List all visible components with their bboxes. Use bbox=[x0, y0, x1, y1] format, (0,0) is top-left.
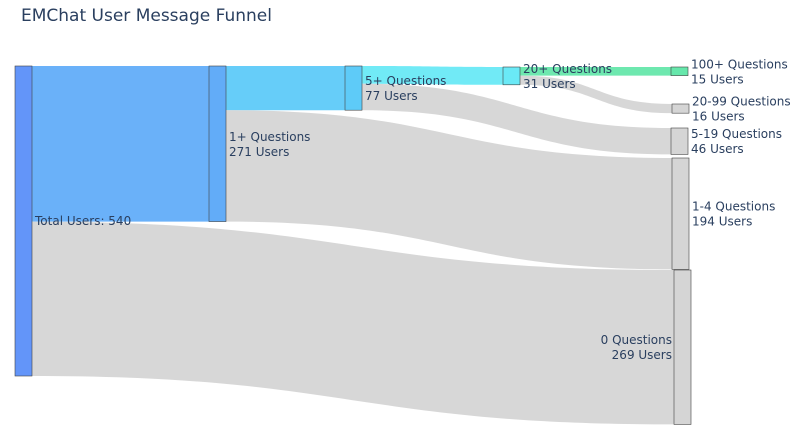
node-label-q20: 20+ Questions bbox=[523, 62, 612, 76]
links-layer bbox=[32, 66, 674, 425]
link-q20-to-q20_99 bbox=[520, 75, 672, 114]
node-label-q20_99: 20-99 Questions bbox=[692, 95, 791, 109]
nodes-layer bbox=[14, 65, 692, 425]
link-q1-to-q5 bbox=[226, 66, 345, 111]
node-q20_99[interactable] bbox=[671, 103, 690, 114]
node-label-q5: 5+ Questions bbox=[365, 74, 446, 88]
node-users-label-q5_19: 46 Users bbox=[691, 142, 744, 156]
link-total-to-q0 bbox=[32, 221, 674, 425]
node-q5[interactable] bbox=[344, 65, 363, 111]
link-total-to-q1 bbox=[32, 66, 209, 222]
node-users-label-q100: 15 Users bbox=[691, 72, 744, 86]
node-q0[interactable] bbox=[673, 269, 692, 425]
chart-title: EMChat User Message Funnel bbox=[21, 6, 272, 26]
node-users-label-q20_99: 16 Users bbox=[692, 110, 745, 124]
node-total[interactable] bbox=[14, 65, 33, 377]
node-label-q1_4: 1-4 Questions bbox=[692, 200, 775, 214]
node-label-q1: 1+ Questions bbox=[229, 130, 310, 144]
node-users-label-q1_4: 194 Users bbox=[692, 215, 752, 229]
node-label-q0: 0 Questions bbox=[601, 333, 672, 347]
node-q100[interactable] bbox=[670, 66, 689, 76]
node-label-total: Total Users: 540 bbox=[34, 214, 131, 228]
node-q20[interactable] bbox=[502, 66, 521, 86]
node-users-label-q0: 269 Users bbox=[612, 348, 672, 362]
node-label-q100: 100+ Questions bbox=[691, 57, 788, 71]
node-q1[interactable] bbox=[208, 65, 227, 222]
link-q20-to-q100 bbox=[520, 67, 671, 76]
link-q5-to-q20 bbox=[362, 66, 503, 85]
node-label-q5_19: 5-19 Questions bbox=[691, 127, 782, 141]
node-users-label-q20: 31 Users bbox=[523, 77, 576, 91]
node-q5_19[interactable] bbox=[670, 127, 689, 155]
node-q1_4[interactable] bbox=[671, 157, 690, 270]
node-users-label-q1: 271 Users bbox=[229, 145, 289, 159]
link-q1-to-q1_4 bbox=[226, 110, 672, 270]
link-q5-to-q5_19 bbox=[362, 83, 671, 155]
node-users-label-q5: 77 Users bbox=[365, 89, 418, 103]
